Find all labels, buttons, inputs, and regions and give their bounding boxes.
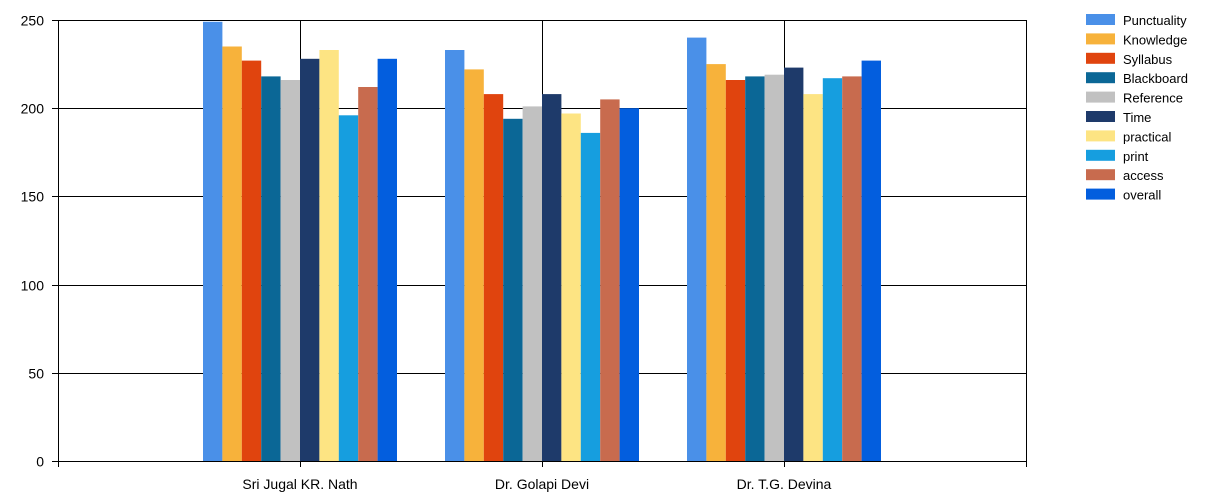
bar-knowledge-3 — [706, 64, 726, 461]
bar-blackboard-1 — [261, 76, 281, 462]
bar-overall-3 — [861, 60, 881, 461]
legend-swatch-reference — [1086, 91, 1115, 103]
bar-time-3 — [784, 67, 804, 461]
bar-blackboard-2 — [503, 118, 523, 462]
y-tick-label: 0 — [36, 454, 44, 470]
bar-print-2 — [580, 132, 601, 461]
bar-knowledge-2 — [464, 69, 484, 462]
x-category-label: Sri Jugal KR. Nath — [242, 476, 357, 492]
bar-punctuality-2 — [445, 50, 465, 461]
bar-syllabus-2 — [483, 94, 504, 461]
bar-print-1 — [338, 115, 359, 462]
bar-overall-1 — [377, 58, 397, 462]
bar-knowledge-1 — [222, 46, 242, 461]
legend-swatch-practical — [1086, 130, 1115, 142]
legend-label-reference: Reference — [1123, 91, 1183, 106]
x-category-labels: Sri Jugal KR. Nath Dr. Golapi Devi Dr. T.G… — [242, 476, 831, 492]
bar-time-1 — [300, 58, 320, 462]
bar-punctuality-1 — [203, 21, 223, 462]
y-tick-label: 150 — [21, 189, 45, 205]
legend-swatch-blackboard — [1086, 72, 1115, 84]
y-tick-label: 250 — [21, 13, 45, 29]
legend-label-practical: practical — [1123, 129, 1172, 144]
legend-label-blackboard: Blackboard — [1123, 71, 1188, 86]
bar-reference-1 — [280, 80, 300, 461]
bar-time-2 — [542, 94, 562, 461]
bar-syllabus-1 — [241, 60, 262, 461]
bar-reference-2 — [522, 106, 542, 462]
legend-swatch-overall — [1086, 188, 1115, 200]
axes — [52, 20, 1027, 467]
y-tick-labels: 0 50 100 150 200 250 — [21, 13, 45, 470]
bar-overall-2 — [619, 108, 639, 461]
x-category-label: Dr. Golapi Devi — [495, 476, 589, 492]
bar-syllabus-3 — [725, 80, 746, 461]
bar-practical-2 — [561, 113, 581, 461]
legend: Punctuality Knowledge Syllabus Blackboard Re… — [1086, 13, 1188, 203]
bar-reference-3 — [764, 74, 784, 461]
bar-access-2 — [600, 99, 620, 462]
legend-label-time: Time — [1123, 110, 1151, 125]
bar-blackboard-3 — [745, 76, 765, 462]
legend-swatch-knowledge — [1086, 33, 1115, 45]
bar-print-3 — [822, 78, 843, 461]
legend-label-knowledge: Knowledge — [1123, 32, 1187, 47]
legend-label-punctuality: Punctuality — [1123, 13, 1187, 28]
bar-access-1 — [358, 87, 378, 461]
legend-swatch-access — [1086, 169, 1115, 181]
legend-label-access: access — [1123, 168, 1164, 183]
bar-practical-3 — [803, 94, 823, 461]
plot-frame — [58, 20, 1027, 462]
y-tick-label: 100 — [21, 278, 45, 294]
bars — [203, 21, 881, 462]
x-category-label: Dr. T.G. Devina — [737, 476, 832, 492]
legend-swatch-time — [1086, 111, 1115, 122]
legend-swatch-syllabus — [1086, 52, 1115, 64]
legend-label-print: print — [1123, 149, 1149, 164]
legend-label-syllabus: Syllabus — [1123, 52, 1173, 67]
y-tick-label: 200 — [21, 101, 45, 117]
bar-punctuality-3 — [687, 37, 707, 461]
legend-label-overall: overall — [1123, 188, 1161, 203]
bar-access-3 — [842, 76, 862, 462]
legend-swatch-print — [1086, 149, 1115, 161]
y-tick-label: 50 — [28, 366, 44, 382]
bar-practical-1 — [319, 50, 339, 461]
legend-swatch-punctuality — [1086, 14, 1115, 25]
